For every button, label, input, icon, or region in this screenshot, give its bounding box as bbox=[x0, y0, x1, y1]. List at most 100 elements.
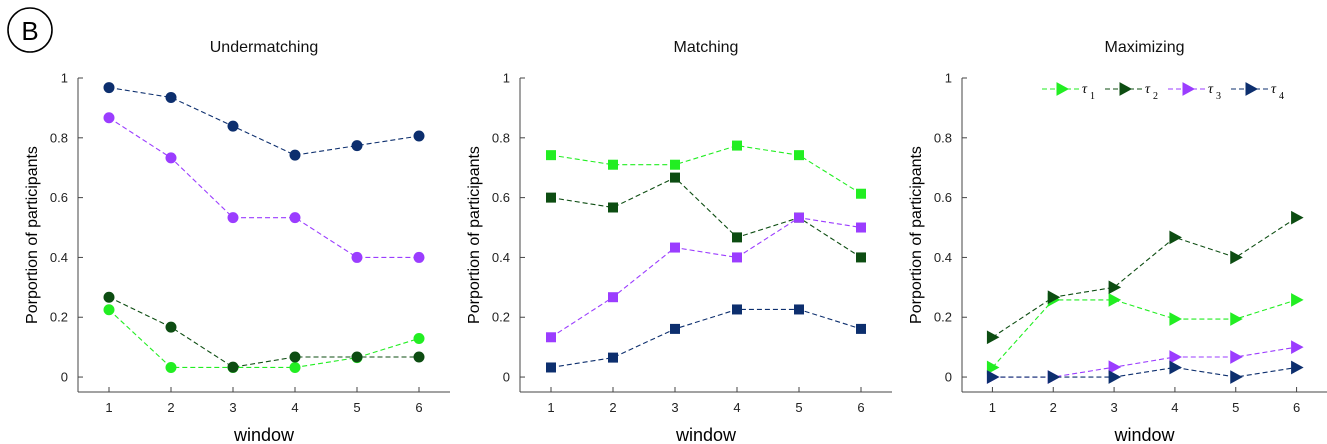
data-point-tau3 bbox=[1230, 350, 1243, 364]
data-point-tau2 bbox=[1047, 290, 1061, 305]
x-tick-label: 1 bbox=[105, 400, 112, 415]
legend-marker bbox=[1056, 82, 1070, 96]
x-tick-label: 2 bbox=[167, 400, 174, 415]
legend-symbol: τ bbox=[1208, 82, 1214, 97]
data-point-tau4 bbox=[1230, 370, 1243, 384]
data-point-tau4 bbox=[1047, 370, 1061, 384]
legend-subscript: 1 bbox=[1090, 91, 1095, 102]
legend-marker bbox=[1119, 82, 1133, 96]
panel-label-badge: B bbox=[7, 7, 53, 53]
series-line-tau1 bbox=[550, 145, 862, 195]
x-tick-label: 3 bbox=[1110, 400, 1117, 415]
x-axis-title: window bbox=[233, 425, 295, 444]
data-point-tau4 bbox=[856, 323, 866, 334]
x-tick-label: 2 bbox=[609, 400, 616, 415]
data-point-tau2 bbox=[103, 291, 115, 303]
data-point-tau1 bbox=[1230, 312, 1243, 326]
x-axis-title: window bbox=[675, 425, 737, 444]
x-tick-label: 3 bbox=[671, 400, 678, 415]
data-point-tau2 bbox=[1230, 250, 1243, 265]
chart-panel-3: Maximizing 0 0.2 0.4 0.6 0.8 1 1 2 3 4 5 6 window Porp… bbox=[908, 39, 1327, 444]
data-point-tau4 bbox=[351, 140, 363, 152]
x-tick-label: 4 bbox=[291, 400, 298, 415]
data-point-tau1 bbox=[986, 360, 1000, 375]
data-point-tau4 bbox=[986, 370, 1000, 384]
series-tau4 bbox=[986, 360, 1304, 384]
chart-title: Matching bbox=[674, 39, 739, 56]
data-point-tau3 bbox=[1291, 340, 1304, 354]
legend-symbol: τ bbox=[1082, 82, 1088, 97]
data-point-tau2 bbox=[413, 351, 425, 363]
chart-panel-2: Matching 0 0.2 0.4 0.6 0.8 1 1 2 3 4 5 6 window Porpor… bbox=[466, 39, 892, 444]
y-tick-label: 0 bbox=[61, 370, 68, 385]
data-point-tau4 bbox=[794, 304, 804, 315]
data-point-tau4 bbox=[1169, 360, 1182, 375]
data-point-tau4 bbox=[1291, 360, 1304, 375]
legend-subscript: 3 bbox=[1216, 91, 1221, 102]
data-point-tau1 bbox=[856, 188, 866, 199]
data-point-tau3 bbox=[1108, 360, 1122, 375]
data-point-tau1 bbox=[103, 304, 115, 316]
y-tick-label: 0 bbox=[945, 370, 952, 385]
data-point-tau3 bbox=[732, 252, 742, 263]
data-point-tau3 bbox=[103, 112, 115, 124]
data-point-tau3 bbox=[608, 292, 618, 303]
y-tick-label: 0.4 bbox=[934, 250, 952, 265]
data-point-tau4 bbox=[546, 362, 556, 373]
data-point-tau2 bbox=[986, 330, 1000, 345]
series-tau2 bbox=[546, 172, 866, 263]
x-tick-label: 5 bbox=[1232, 400, 1239, 415]
y-tick-label: 0.2 bbox=[50, 310, 68, 325]
data-point-tau1 bbox=[732, 140, 742, 151]
legend-subscript: 4 bbox=[1279, 91, 1284, 102]
series-line-tau2 bbox=[108, 296, 419, 368]
legend-symbol: τ bbox=[1145, 82, 1151, 97]
chart-panel-1: Undermatching 0 0.2 0.4 0.6 0.8 1 1 2 3 4 5 6 window P… bbox=[24, 39, 450, 444]
y-tick-label: 1 bbox=[945, 71, 952, 86]
data-point-tau4 bbox=[608, 352, 618, 363]
data-point-tau1 bbox=[413, 332, 425, 344]
data-point-tau3 bbox=[351, 251, 363, 263]
data-point-tau2 bbox=[546, 192, 556, 203]
data-point-tau4 bbox=[289, 149, 301, 161]
data-point-tau2 bbox=[856, 252, 866, 263]
y-axis-title: Porportion of participants bbox=[24, 146, 41, 324]
series-tau2 bbox=[103, 291, 425, 373]
data-point-tau2 bbox=[1108, 280, 1122, 295]
data-point-tau4 bbox=[732, 304, 742, 315]
y-tick-label: 0.8 bbox=[934, 130, 952, 145]
data-point-tau1 bbox=[1169, 312, 1182, 326]
data-point-tau1 bbox=[670, 159, 680, 170]
data-point-tau4 bbox=[103, 82, 115, 94]
series-line-tau3 bbox=[550, 217, 862, 338]
y-tick-label: 0 bbox=[503, 370, 510, 385]
series-line-tau2 bbox=[550, 176, 862, 258]
y-tick-label: 0.8 bbox=[492, 130, 510, 145]
y-tick-label: 1 bbox=[503, 71, 510, 86]
series-line-tau4 bbox=[992, 366, 1297, 378]
series-tau4 bbox=[103, 82, 425, 161]
chart-title: Maximizing bbox=[1104, 39, 1184, 56]
y-tick-label: 0.4 bbox=[492, 250, 510, 265]
series-line-tau4 bbox=[550, 308, 862, 369]
x-tick-label: 1 bbox=[989, 400, 996, 415]
y-tick-label: 0.6 bbox=[492, 190, 510, 205]
data-point-tau3 bbox=[1169, 350, 1182, 364]
series-tau4 bbox=[546, 304, 866, 373]
x-axis-title: window bbox=[1113, 425, 1175, 444]
x-tick-label: 6 bbox=[415, 400, 422, 415]
x-tick-label: 1 bbox=[547, 400, 554, 415]
y-axis-title: Porportion of participants bbox=[466, 146, 483, 324]
x-tick-label: 4 bbox=[1171, 400, 1178, 415]
series-tau1 bbox=[986, 293, 1304, 375]
series-line-tau2 bbox=[992, 217, 1297, 338]
data-point-tau1 bbox=[165, 361, 177, 373]
series-tau2 bbox=[986, 210, 1304, 345]
x-tick-label: 5 bbox=[353, 400, 360, 415]
data-point-tau2 bbox=[227, 361, 239, 373]
data-point-tau1 bbox=[289, 361, 301, 373]
y-tick-label: 1 bbox=[61, 71, 68, 86]
legend-subscript: 2 bbox=[1153, 91, 1158, 102]
